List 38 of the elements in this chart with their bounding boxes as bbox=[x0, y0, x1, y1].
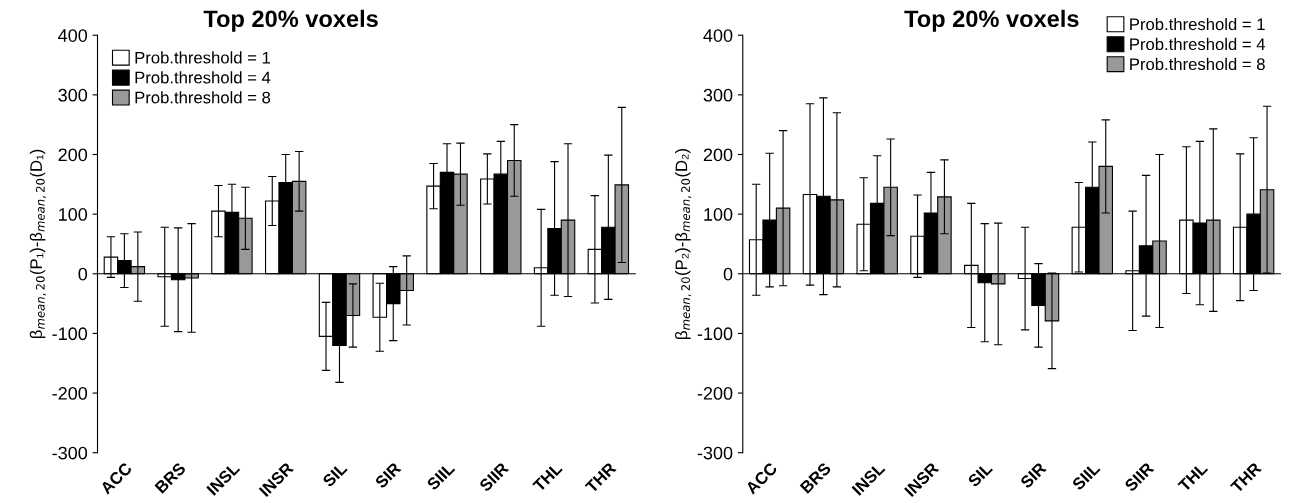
y-tick-label: 400 bbox=[58, 29, 88, 42]
y-tick-label: -300 bbox=[697, 446, 733, 460]
y-axis-title: β$_{mean,20}$(P₂)-β$_{mean,20}$(D₂) bbox=[675, 149, 692, 339]
y-tick-label: 100 bbox=[704, 208, 733, 221]
x-tick-label: SIIL bbox=[1071, 461, 1101, 491]
legend-label: Prob.threshold = 8 bbox=[135, 91, 271, 104]
legend-label: Prob.threshold = 4 bbox=[1130, 37, 1266, 51]
x-tick-label: THR bbox=[1229, 461, 1262, 494]
y-tick-label: -300 bbox=[52, 446, 88, 460]
y-tick-label: -200 bbox=[697, 386, 733, 400]
x-tick-label: SIIR bbox=[1123, 461, 1155, 493]
x-tick-label: SIL bbox=[967, 461, 994, 488]
y-tick-label: 300 bbox=[703, 88, 733, 102]
y-tick-label: -100 bbox=[52, 327, 88, 341]
y-tick-label: 200 bbox=[703, 148, 733, 162]
x-tick-label: SIIR bbox=[478, 461, 510, 493]
x-tick-label: THL bbox=[1177, 461, 1209, 493]
y-tick-label: 100 bbox=[59, 208, 88, 221]
x-tick-label: SIL bbox=[321, 461, 348, 488]
y-tick-label: 200 bbox=[58, 148, 88, 162]
y-tick-label: 400 bbox=[703, 29, 733, 42]
x-tick-label: SIR bbox=[374, 461, 402, 489]
legend-label: Prob.threshold = 8 bbox=[1130, 57, 1265, 71]
x-tick-label: SIR bbox=[1019, 461, 1047, 489]
y-tick-label: 0 bbox=[78, 267, 88, 281]
chart-title: Top 20% voxels bbox=[904, 9, 1079, 32]
x-tick-label: SIIL bbox=[426, 461, 456, 491]
chart-title: Top 20% voxels bbox=[203, 9, 378, 32]
y-tick-label: -100 bbox=[697, 327, 733, 341]
x-tick-label: THR bbox=[584, 461, 617, 494]
y-axis-title: β$_{mean,20}$(P₁)-β$_{mean,20}$(D₁) bbox=[29, 149, 46, 339]
legend-label: Prob.threshold = 4 bbox=[135, 71, 271, 84]
y-tick-label: 0 bbox=[723, 267, 733, 281]
legend-label: Prob.threshold = 1 bbox=[1130, 17, 1265, 31]
y-tick-label: -200 bbox=[52, 386, 88, 400]
y-tick-label: 300 bbox=[58, 88, 88, 102]
legend-label: Prob.threshold = 1 bbox=[135, 51, 271, 64]
x-tick-label: THL bbox=[532, 461, 563, 493]
